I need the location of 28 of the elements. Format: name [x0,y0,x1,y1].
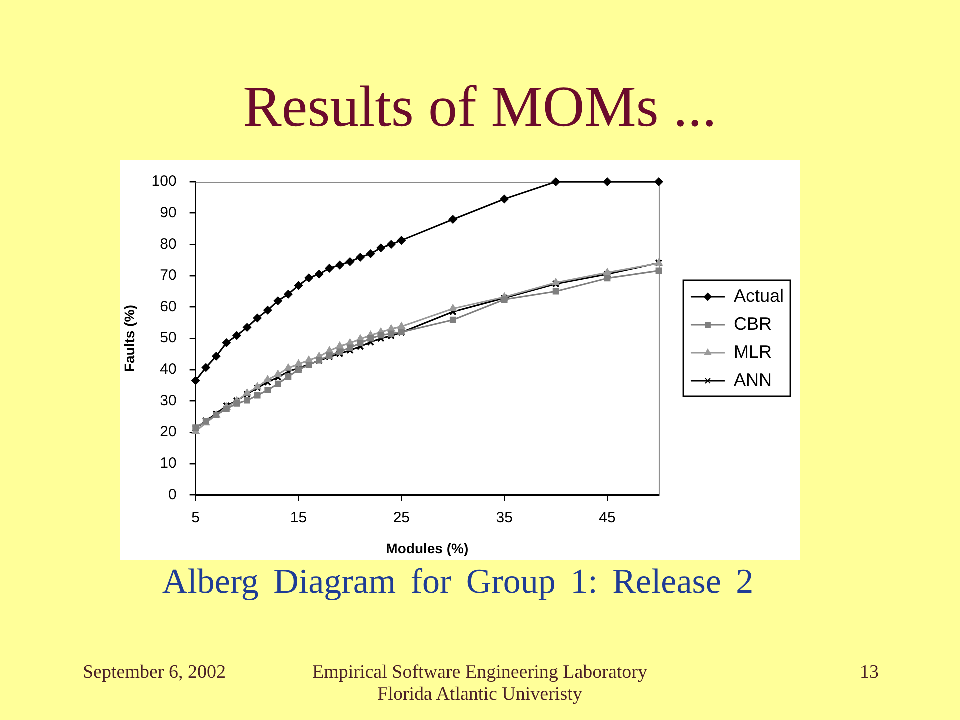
y-tick-label: 50 [160,330,177,347]
y-tick-label: 80 [160,236,177,253]
x-tick-label: 5 [192,509,200,526]
text: September 6, 2002 [82,662,226,685]
text: Empirical Software Engineering Laboratory [312,662,648,683]
x-tick-label: 25 [393,509,410,526]
y-tick-label: 100 [152,173,177,190]
text: Florida Atlantic Univeristy [376,684,584,707]
legend-label: CBR [734,314,772,334]
x-tick-label: 15 [290,509,308,526]
y-tick-label: 10 [160,455,177,472]
y-tick-label: 60 [160,298,177,316]
y-tick-label: 30 [160,392,177,410]
text: Alberg Diagram for Group 1: Release 2 [161,561,755,603]
y-tick-label: 90 [160,204,177,222]
x-tick-label: 35 [496,509,513,526]
legend-label: MLR [734,342,772,362]
text: 13 [860,662,879,685]
legend-label: Actual [734,286,784,306]
y-tick-label: 20 [160,424,177,441]
y-tick-label: 70 [160,267,177,284]
y-axis-title: Faults (%) [121,305,138,372]
y-tick-label: 0 [168,486,177,504]
chart-title: Results of MOMs ... [242,73,718,141]
legend-label: ANN [734,370,772,390]
x-axis-title: Modules (%) [386,540,469,556]
y-tick-label: 40 [160,361,177,378]
x-tick-label: 45 [599,509,616,526]
